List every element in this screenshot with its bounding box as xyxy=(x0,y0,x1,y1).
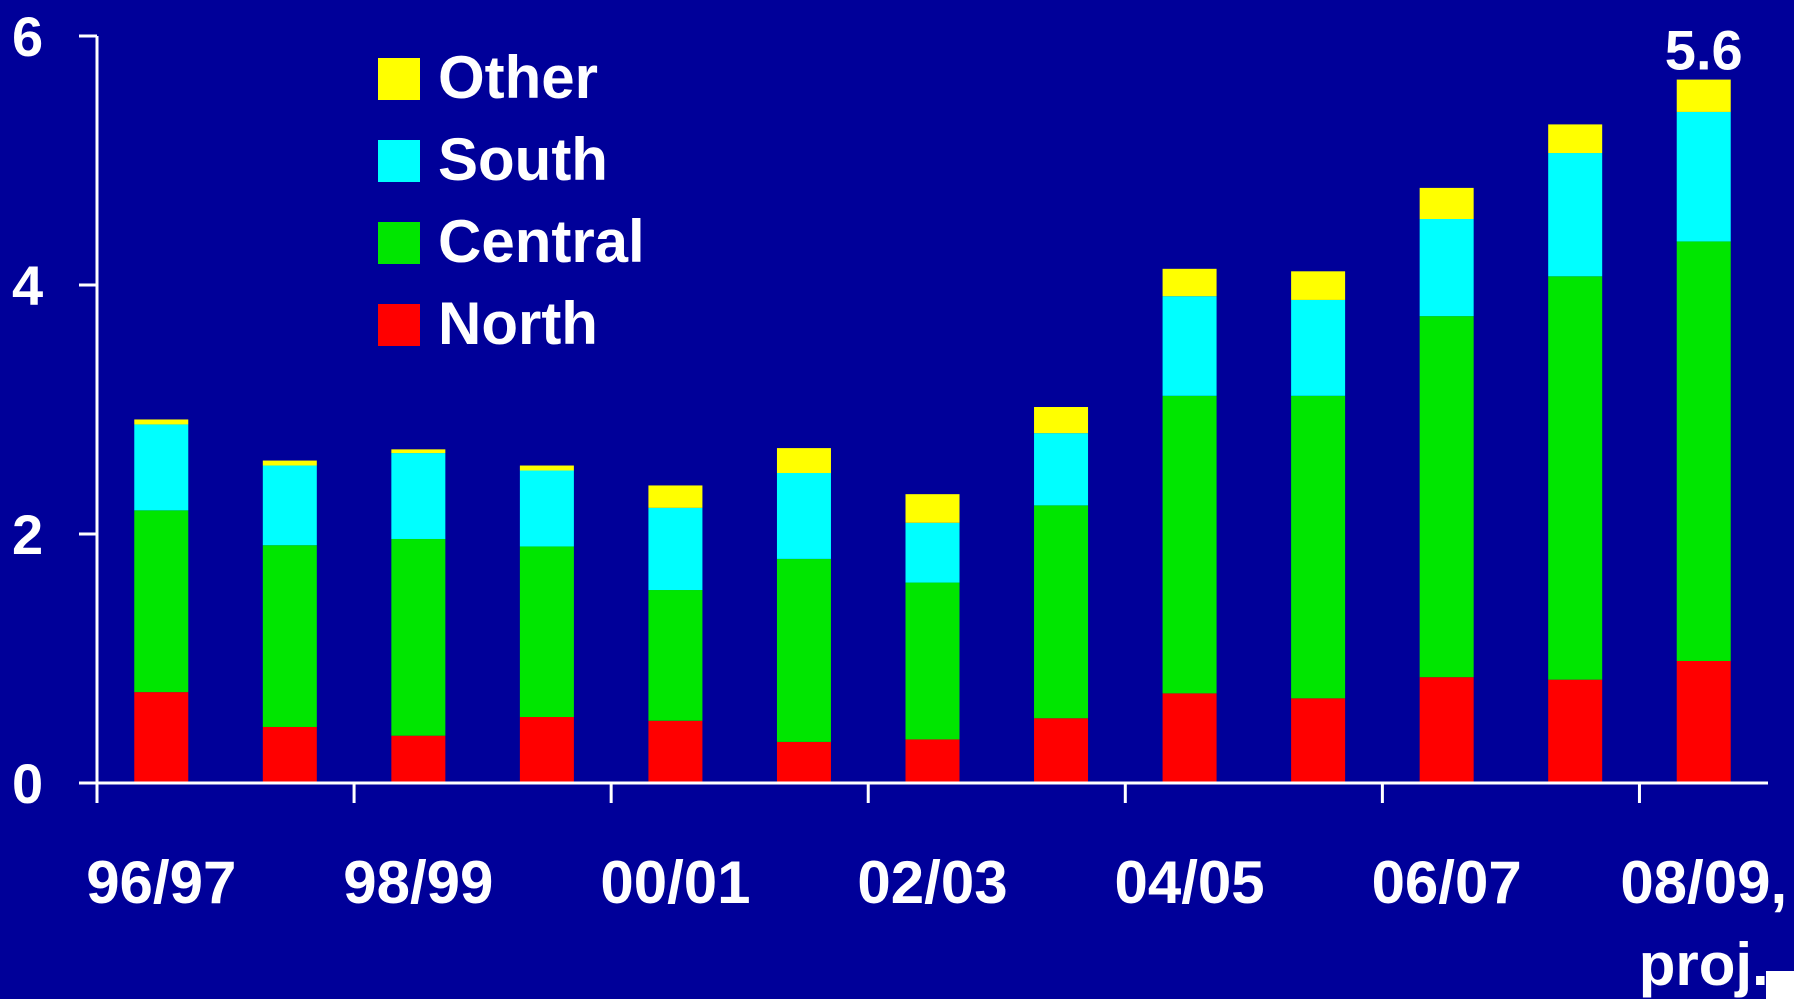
x-tick-label: 98/99 xyxy=(343,849,493,916)
bar-segment-other xyxy=(776,448,831,473)
bar-segment-north xyxy=(776,741,831,783)
x-tick-label: 00/01 xyxy=(600,849,750,916)
bar-segment-north xyxy=(648,720,703,783)
bar-segment-north xyxy=(905,739,960,783)
corner-icon xyxy=(1766,971,1794,999)
legend-swatch-north xyxy=(378,304,420,346)
bar-segment-other xyxy=(1548,124,1603,154)
legend-swatch-central xyxy=(378,222,420,264)
y-tick-label: 4 xyxy=(12,254,43,317)
bar-segment-other xyxy=(1034,407,1089,434)
bar-segment-north xyxy=(1548,679,1603,783)
bar-segment-other xyxy=(905,494,960,523)
bar-segment-north xyxy=(1291,698,1346,783)
bar-segment-south xyxy=(1034,433,1089,506)
bar-area xyxy=(134,79,1731,783)
bar-segment-central xyxy=(1291,395,1346,699)
bar-segment-central xyxy=(1419,316,1474,678)
total-annotation-label: 5.6 xyxy=(1665,19,1743,82)
bar-segment-central xyxy=(262,545,317,727)
legend-label-other: Other xyxy=(438,44,598,111)
bar-segment-other xyxy=(1676,79,1731,112)
bar-segment-south xyxy=(1291,299,1346,396)
bar-segment-south xyxy=(648,507,703,591)
bar-segment-south xyxy=(262,465,317,546)
x-tick-label-extra: proj. xyxy=(1639,931,1769,998)
bar-segment-south xyxy=(1162,296,1217,396)
bar-segment-central xyxy=(648,590,703,721)
bar-segment-north xyxy=(1034,718,1089,783)
bar-segment-other xyxy=(648,485,703,508)
bar-segment-south xyxy=(1419,219,1474,317)
bar-segment-other xyxy=(1419,187,1474,220)
x-tick-label: 08/09, xyxy=(1620,849,1787,916)
bar-segment-central xyxy=(134,510,189,693)
bar-segment-south xyxy=(776,472,831,559)
bar-segment-central xyxy=(1034,505,1089,719)
y-ticks: 0 2 4 6 xyxy=(12,5,97,815)
legend-label-central: Central xyxy=(438,208,645,275)
legend: Other South Central North xyxy=(378,44,645,357)
x-tick-label: 02/03 xyxy=(857,849,1007,916)
bar-segment-central xyxy=(1548,276,1603,680)
bar-segment-south xyxy=(1548,153,1603,277)
y-tick-label: 2 xyxy=(12,503,43,566)
x-tick-label: 96/97 xyxy=(86,849,236,916)
bar-segment-other xyxy=(262,460,317,466)
bar-segment-central xyxy=(905,582,960,740)
bar-segment-other xyxy=(519,465,574,471)
legend-label-south: South xyxy=(438,126,608,193)
bar-segment-north xyxy=(262,726,317,783)
bar-segment-north xyxy=(1676,660,1731,783)
bar-segment-south xyxy=(391,453,446,539)
bar-segment-north xyxy=(1419,677,1474,783)
bar-segment-central xyxy=(1676,241,1731,661)
x-ticks: 96/97 98/99 00/01 02/03 04/05 06/07 08/09, proj… xyxy=(86,783,1787,998)
x-tick-label: 06/07 xyxy=(1372,849,1522,916)
bar-segment-south xyxy=(134,424,189,511)
x-tick-label: 04/05 xyxy=(1114,849,1264,916)
bar-segment-south xyxy=(519,470,574,547)
bar-segment-north xyxy=(519,717,574,783)
bar-segment-north xyxy=(1162,693,1217,783)
bar-segment-other xyxy=(1162,268,1217,297)
bar-segment-south xyxy=(1676,111,1731,242)
legend-swatch-other xyxy=(378,58,420,100)
bar-segment-central xyxy=(391,538,446,736)
y-tick-label: 0 xyxy=(12,752,43,815)
y-tick-label: 6 xyxy=(12,5,43,68)
bar-segment-north xyxy=(134,692,189,783)
legend-label-north: North xyxy=(438,290,598,357)
bar-segment-other xyxy=(134,419,189,425)
bar-segment-central xyxy=(519,546,574,718)
bar-segment-other xyxy=(1291,271,1346,300)
legend-swatch-south xyxy=(378,140,420,182)
bar-segment-north xyxy=(391,735,446,783)
bar-segment-other xyxy=(391,449,446,454)
axes xyxy=(95,36,1768,803)
bar-segment-central xyxy=(776,558,831,742)
bar-segment-central xyxy=(1162,395,1217,694)
bar-segment-south xyxy=(905,522,960,583)
